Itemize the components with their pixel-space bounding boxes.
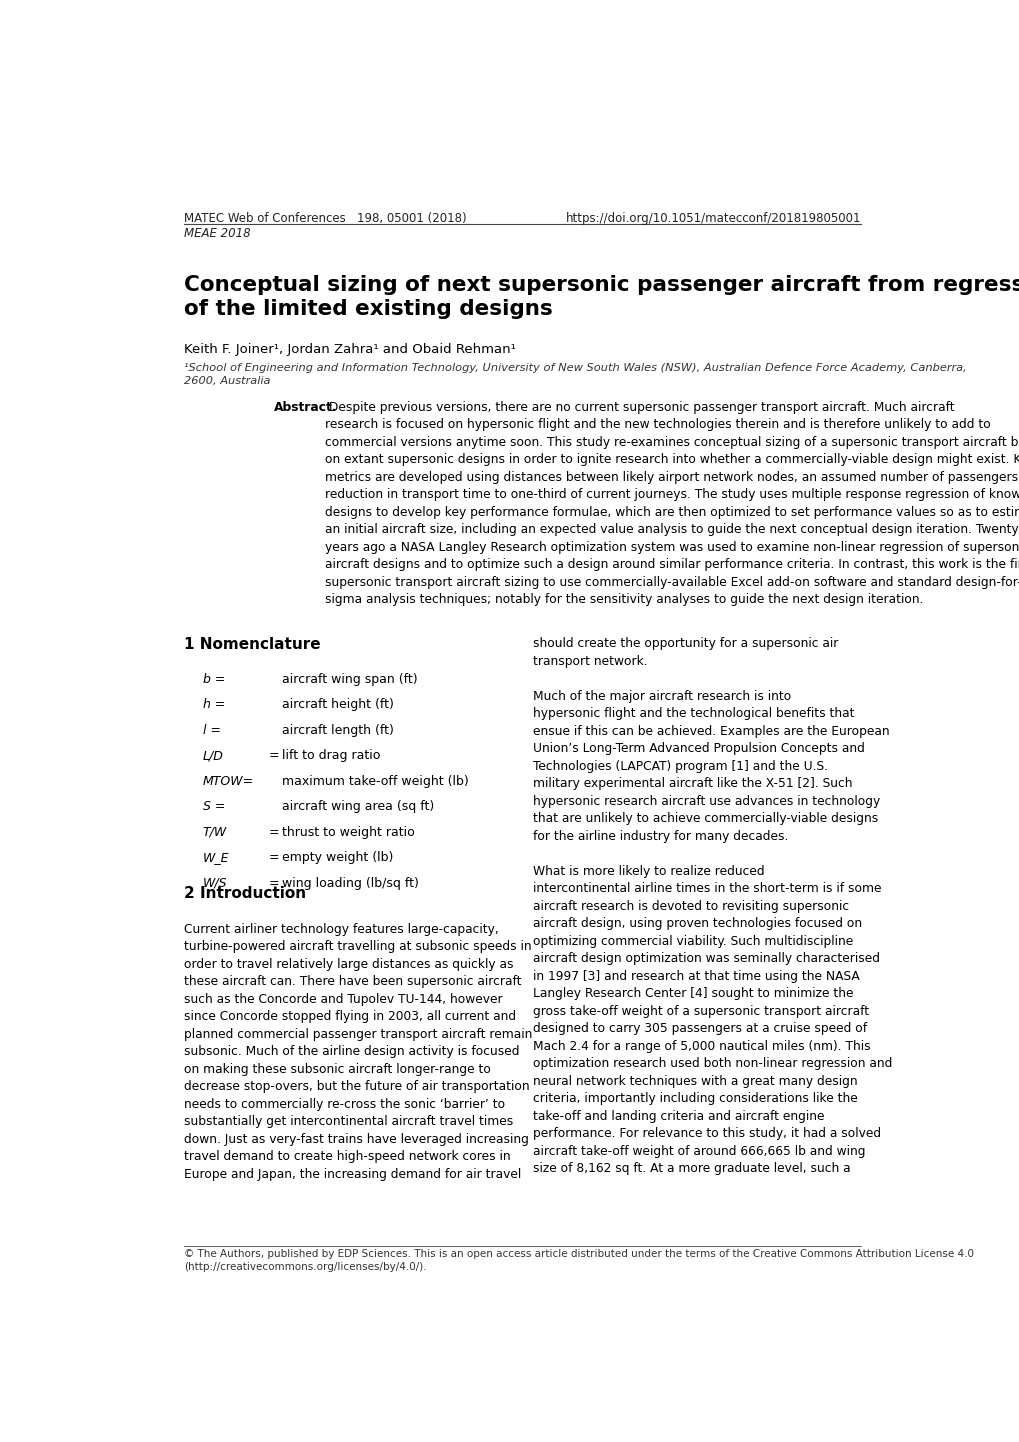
- Text: aircraft wing span (ft): aircraft wing span (ft): [281, 672, 417, 686]
- Text: https://doi.org/10.1051/matecconf/201819805001: https://doi.org/10.1051/matecconf/201819…: [565, 212, 860, 225]
- Text: L/D: L/D: [203, 750, 223, 763]
- Text: h =: h =: [203, 698, 225, 711]
- Text: maximum take-off weight (lb): maximum take-off weight (lb): [281, 774, 468, 787]
- Text: lift to drag ratio: lift to drag ratio: [281, 750, 380, 763]
- Text: =: =: [268, 877, 278, 890]
- Text: =: =: [268, 826, 278, 839]
- Text: wing loading (lb/sq ft): wing loading (lb/sq ft): [281, 877, 418, 890]
- Text: thrust to weight ratio: thrust to weight ratio: [281, 826, 414, 839]
- Text: W_E: W_E: [203, 851, 229, 864]
- Text: empty weight (lb): empty weight (lb): [281, 851, 392, 864]
- Text: MATEC Web of Conferences  198, 05001 (2018): MATEC Web of Conferences 198, 05001 (201…: [184, 212, 467, 225]
- Text: b =: b =: [203, 672, 225, 686]
- Text: © The Authors, published by EDP Sciences. This is an open access article distrib: © The Authors, published by EDP Sciences…: [184, 1249, 973, 1272]
- Text: Abstract.: Abstract.: [273, 401, 337, 414]
- Text: 2 Introduction: 2 Introduction: [184, 885, 307, 901]
- Text: l =: l =: [203, 724, 220, 737]
- Text: =: =: [268, 750, 278, 763]
- Text: aircraft wing area (sq ft): aircraft wing area (sq ft): [281, 800, 433, 813]
- Text: =: =: [268, 851, 278, 864]
- Text: S =: S =: [203, 800, 225, 813]
- Text: should create the opportunity for a supersonic air
transport network.

Much of t: should create the opportunity for a supe…: [533, 637, 892, 1175]
- Text: ¹School of Engineering and Information Technology, University of New South Wales: ¹School of Engineering and Information T…: [184, 363, 966, 386]
- Text: T/W: T/W: [203, 826, 226, 839]
- Text: Keith F. Joiner¹, Jordan Zahra¹ and Obaid Rehman¹: Keith F. Joiner¹, Jordan Zahra¹ and Obai…: [184, 343, 516, 356]
- Text: MTOW=: MTOW=: [203, 774, 254, 787]
- Text: aircraft length (ft): aircraft length (ft): [281, 724, 393, 737]
- Text: Current airliner technology features large-capacity,
turbine-powered aircraft tr: Current airliner technology features lar…: [184, 923, 532, 1181]
- Text: 1 Nomenclature: 1 Nomenclature: [184, 637, 321, 652]
- Text: W/S: W/S: [203, 877, 227, 890]
- Text: MEAE 2018: MEAE 2018: [184, 228, 251, 241]
- Text: Despite previous versions, there are no current supersonic passenger transport a: Despite previous versions, there are no …: [325, 401, 1019, 606]
- Text: aircraft height (ft): aircraft height (ft): [281, 698, 393, 711]
- Text: Conceptual sizing of next supersonic passenger aircraft from regression
of the l: Conceptual sizing of next supersonic pas…: [184, 275, 1019, 319]
